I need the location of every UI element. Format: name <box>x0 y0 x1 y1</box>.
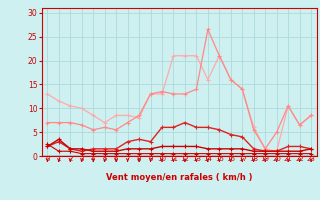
X-axis label: Vent moyen/en rafales ( km/h ): Vent moyen/en rafales ( km/h ) <box>106 173 252 182</box>
